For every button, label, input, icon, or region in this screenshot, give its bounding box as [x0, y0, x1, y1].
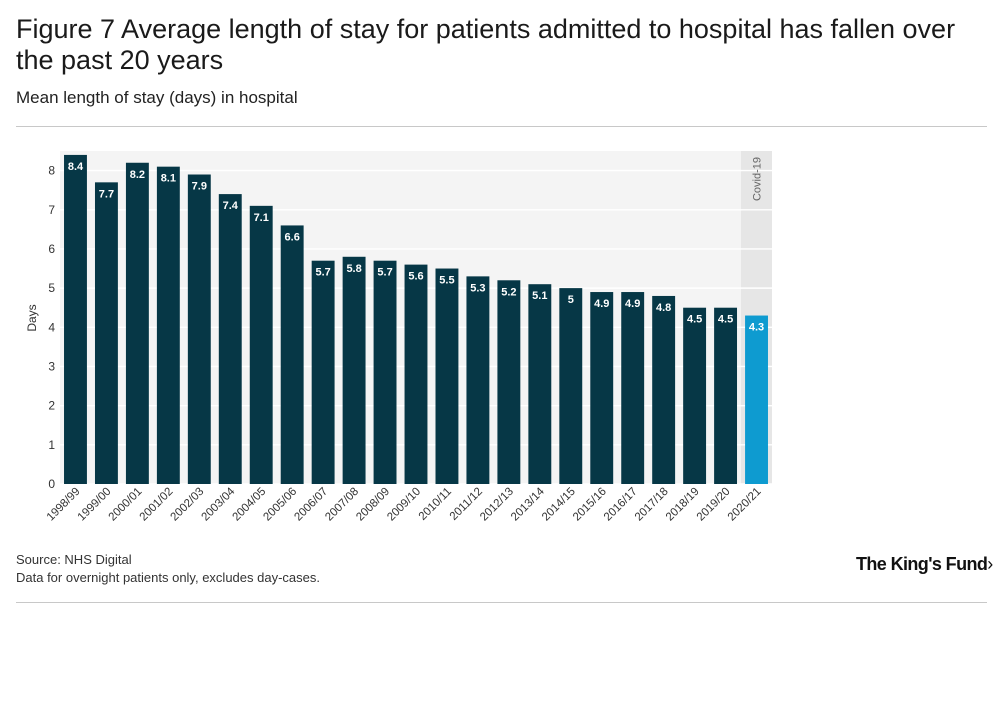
x-tick-label: 2004/05	[230, 486, 268, 524]
bar	[528, 284, 552, 484]
data-label: 7.9	[192, 181, 207, 193]
x-tick-label: 2009/10	[385, 486, 423, 524]
bar	[745, 315, 768, 484]
data-label: 4.5	[687, 314, 702, 326]
data-label: 5.8	[346, 263, 361, 275]
bar	[683, 307, 707, 484]
bar	[714, 307, 738, 484]
data-label: 7.4	[223, 200, 239, 212]
x-tick-label: 2020/21	[726, 486, 764, 524]
data-label: 7.7	[99, 188, 114, 200]
data-label: 5.7	[377, 267, 392, 279]
bar	[311, 260, 335, 484]
x-tick-label: 2006/07	[292, 486, 330, 524]
footer-divider	[16, 602, 987, 603]
y-tick-label: 1	[48, 438, 55, 452]
data-label: 5	[568, 294, 574, 306]
bar-chart: 0 1 2 3 4 5 6 7 8 Days 8.4 1998/99 7.7 1999/00 8.2 2000…	[25, 151, 772, 524]
data-label: 4.3	[749, 322, 764, 334]
data-label: 5.6	[408, 271, 423, 283]
data-label: 7.1	[254, 212, 269, 224]
kings-fund-logo: The King's Fund›	[856, 554, 993, 575]
bar	[280, 225, 304, 484]
bar	[125, 162, 149, 485]
data-label: 4.8	[656, 302, 671, 314]
bar	[64, 154, 87, 484]
data-label: 4.5	[718, 314, 733, 326]
y-axis-label: Days	[25, 304, 39, 331]
y-tick-label: 5	[48, 281, 55, 295]
bar	[652, 295, 676, 484]
x-tick-label: 2017/18	[633, 486, 671, 524]
data-label: 8.2	[130, 169, 145, 181]
logo-chevron-icon: ›	[987, 554, 993, 574]
data-label: 5.7	[315, 267, 330, 279]
bar	[559, 288, 583, 484]
data-label: 5.2	[501, 286, 516, 298]
y-tick-label: 0	[48, 477, 55, 491]
data-note: Data for overnight patients only, exclud…	[16, 570, 320, 585]
x-tick-label: 2000/01	[107, 486, 145, 524]
bar	[187, 174, 211, 484]
data-label: 8.4	[68, 161, 84, 173]
bar	[342, 256, 366, 484]
data-label: 4.9	[625, 298, 640, 310]
bar	[435, 268, 459, 484]
bar	[94, 182, 118, 484]
logo-text: The King's Fund	[856, 554, 988, 574]
chart-subtitle: Mean length of stay (days) in hospital	[16, 88, 298, 107]
y-tick-label: 7	[48, 203, 55, 217]
y-tick-label: 3	[48, 359, 55, 373]
x-tick-label: 2008/09	[354, 486, 392, 524]
chart-title: Figure 7 Average length of stay for pati…	[16, 14, 956, 75]
x-tick-label: 2001/02	[138, 486, 176, 524]
data-label: 5.3	[470, 282, 485, 294]
data-label: 4.9	[594, 298, 609, 310]
x-tick-label: 2007/08	[323, 486, 361, 524]
data-label: 6.6	[285, 231, 300, 243]
data-label: 5.5	[439, 275, 454, 287]
bar	[373, 260, 397, 484]
x-tick-label: 1998/99	[45, 486, 83, 524]
x-tick-label: 2012/13	[478, 486, 516, 524]
bar	[404, 264, 428, 484]
bar	[590, 292, 614, 484]
y-tick-label: 8	[48, 164, 55, 178]
covid-annotation: Covid-19	[752, 157, 764, 201]
header-divider	[16, 126, 987, 127]
x-tick-label: 2014/15	[540, 486, 578, 524]
x-tick-label: 2010/11	[417, 486, 454, 523]
bar	[466, 276, 490, 484]
x-tick-label: 2015/16	[571, 486, 609, 524]
data-label: 8.1	[161, 173, 176, 185]
bar	[218, 194, 242, 484]
x-tick-label: 2005/06	[261, 486, 299, 524]
bar	[621, 292, 645, 484]
x-tick-label: 2002/03	[169, 486, 207, 524]
source-note: Source: NHS Digital	[16, 552, 132, 567]
x-tick-label: 2018/19	[664, 486, 702, 524]
x-tick-label: 2016/17	[602, 486, 640, 524]
y-tick-label: 6	[48, 242, 55, 256]
y-tick-label: 2	[48, 399, 55, 413]
x-tick-label: 2019/20	[695, 486, 733, 524]
y-tick-label: 4	[48, 320, 55, 334]
data-label: 5.1	[532, 290, 547, 302]
x-tick-label: 1999/00	[76, 486, 114, 524]
bar	[249, 205, 273, 485]
bar	[497, 280, 521, 484]
bar	[156, 166, 180, 484]
